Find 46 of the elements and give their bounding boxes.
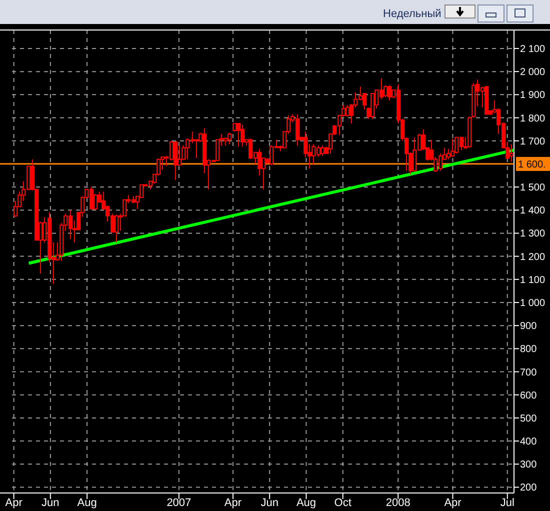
x-tick-label: Apr <box>5 497 23 509</box>
x-tick-label: 2008 <box>386 497 410 509</box>
candlestick <box>388 84 392 101</box>
x-tick-label: Aug <box>296 497 316 509</box>
x-tick-label: Jun <box>260 497 278 509</box>
y-tick-label: 300 <box>520 460 538 471</box>
candlestick <box>236 123 240 148</box>
candlestick <box>450 138 454 158</box>
y-tick-label: 500 <box>520 413 538 424</box>
candlestick <box>346 104 350 118</box>
y-tick-label: 1 700 <box>520 136 546 148</box>
candlestick <box>114 214 118 243</box>
x-tick-label: Oct <box>334 497 352 509</box>
y-tick-label: 600 <box>520 390 538 402</box>
y-tick-label: 900 <box>520 321 538 332</box>
y-tick-label: 1 300 <box>520 228 546 240</box>
y-tick-label: 1 900 <box>520 90 546 102</box>
y-tick-label: 1 100 <box>520 274 546 286</box>
x-tick-label: Jul <box>500 497 514 509</box>
candlestick <box>174 142 178 181</box>
y-tick-label: 1 200 <box>520 252 546 263</box>
y-tick-label: 400 <box>520 436 538 448</box>
x-tick-label: Jun <box>42 497 60 509</box>
candlestick <box>510 144 514 162</box>
x-tick-label: 2007 <box>166 497 192 509</box>
y-tick-label: 2 100 <box>520 44 546 55</box>
candlestick <box>228 132 232 145</box>
candlestick <box>94 193 98 210</box>
candlestick <box>240 124 244 148</box>
candlestick <box>258 148 262 176</box>
x-tick-label: Apr <box>444 497 462 509</box>
y-tick-label: 1 400 <box>520 206 546 217</box>
y-tick-label: 1 800 <box>520 113 546 124</box>
x-tick-label: Apr <box>224 497 242 509</box>
y-tick-label: 1 000 <box>520 298 546 309</box>
y-tick-label: 200 <box>520 482 538 494</box>
candlestick <box>320 144 324 156</box>
text: Недельный <box>383 8 442 20</box>
y-tick-label: 1 500 <box>520 182 546 194</box>
y-tick-label: 800 <box>520 344 538 356</box>
x-tick-label: Aug <box>77 497 97 509</box>
y-tick-label: 700 <box>520 367 538 378</box>
y-tick-label: 2 000 <box>520 67 546 78</box>
ref-line-label: 1 600. <box>518 159 546 170</box>
candlestick <box>370 93 374 120</box>
candlestick <box>178 144 182 166</box>
